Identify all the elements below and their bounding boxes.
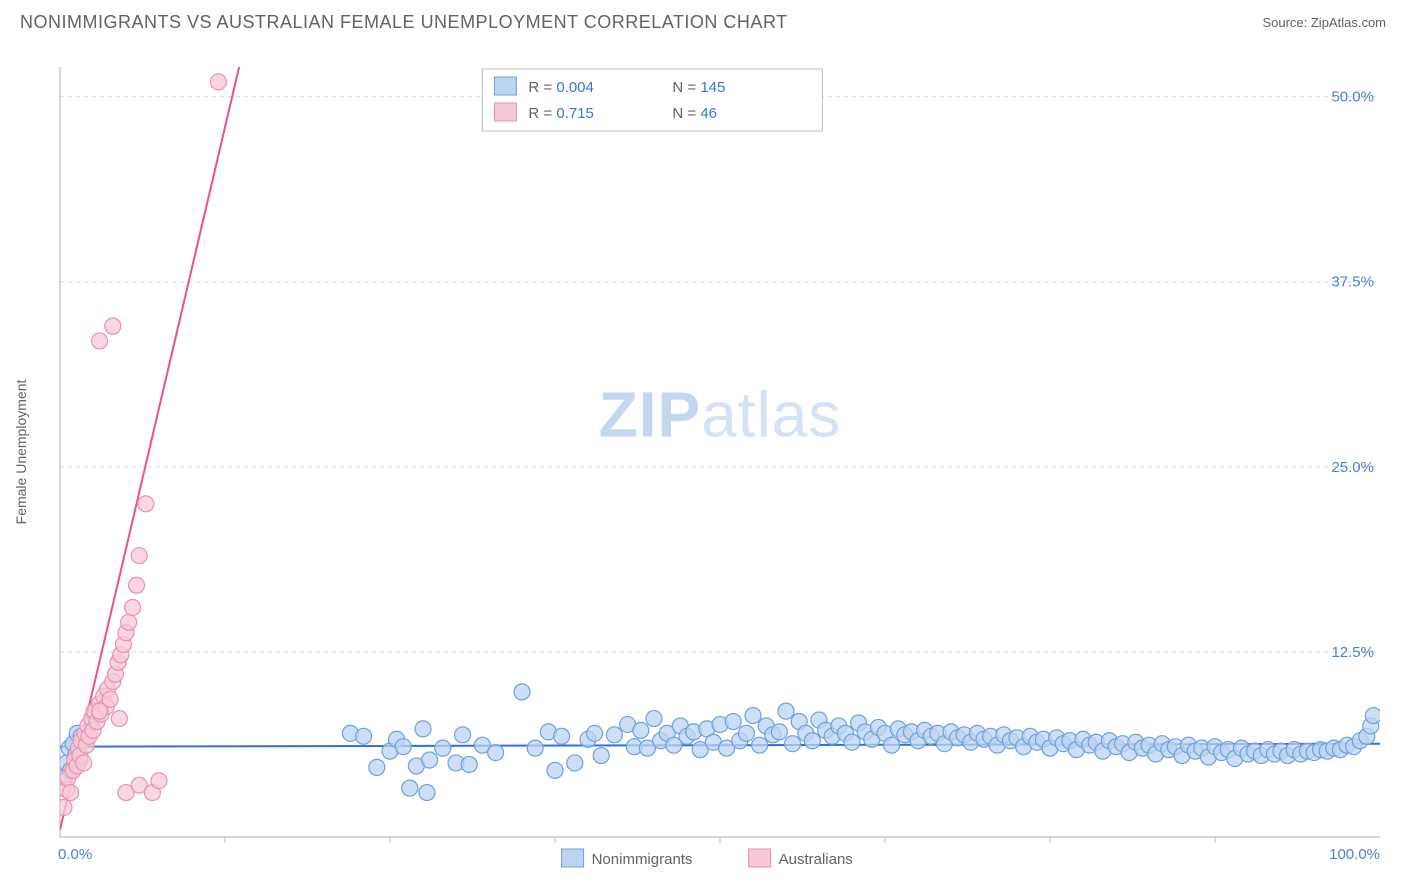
data-point: [92, 333, 108, 349]
data-point: [369, 759, 385, 775]
data-point: [646, 711, 662, 727]
legend-label: Nonimmigrants: [592, 851, 693, 868]
data-point: [125, 599, 141, 615]
data-point: [1365, 708, 1381, 724]
data-point: [76, 755, 92, 771]
data-point: [422, 752, 438, 768]
data-point: [210, 74, 226, 90]
chart-source: Source: ZipAtlas.com: [1262, 15, 1386, 30]
data-point: [138, 496, 154, 512]
data-point: [547, 762, 563, 778]
data-point: [111, 711, 127, 727]
data-point: [567, 755, 583, 771]
data-point: [455, 727, 471, 743]
legend-swatch: [494, 103, 516, 121]
legend-bottom: Nonimmigrants Australians: [562, 849, 853, 868]
legend-swatch: [494, 77, 516, 95]
data-point: [593, 748, 609, 764]
data-point: [804, 733, 820, 749]
data-point: [356, 728, 372, 744]
y-tick-label: 37.5%: [1331, 274, 1374, 291]
data-point: [884, 737, 900, 753]
y-axis-title: Female Unemployment: [13, 380, 29, 525]
chart-title: NONIMMIGRANTS VS AUSTRALIAN FEMALE UNEMP…: [20, 12, 788, 33]
data-point: [606, 727, 622, 743]
data-point: [771, 724, 787, 740]
data-point: [587, 725, 603, 741]
legend-swatch: [562, 849, 584, 867]
data-point: [785, 736, 801, 752]
data-point: [527, 740, 543, 756]
watermark: ZIPatlas: [599, 379, 842, 451]
data-point: [752, 737, 768, 753]
y-tick-label: 25.0%: [1331, 459, 1374, 476]
data-point: [514, 684, 530, 700]
legend-row: R = 0.004: [528, 79, 593, 96]
data-point: [725, 714, 741, 730]
data-point: [105, 318, 121, 334]
data-point: [633, 722, 649, 738]
y-tick-label: 12.5%: [1331, 644, 1374, 661]
data-point: [435, 740, 451, 756]
x-tick-label: 0.0%: [58, 846, 92, 863]
scatter-chart: ZIPatlas 12.5% 25.0% 37.5% 50.0% 0.0% 100.0% Fe…: [0, 37, 1406, 877]
data-point: [151, 773, 167, 789]
legend-row: N = 46: [672, 105, 717, 122]
chart-area: ZIPatlas 12.5% 25.0% 37.5% 50.0% 0.0% 100.0% Fe…: [0, 37, 1406, 877]
data-point: [415, 721, 431, 737]
data-point: [56, 799, 72, 815]
data-point: [738, 725, 754, 741]
data-point: [92, 703, 108, 719]
data-point: [129, 577, 145, 593]
y-tick-label: 50.0%: [1331, 89, 1374, 106]
data-point: [402, 780, 418, 796]
data-point: [488, 745, 504, 761]
legend-row: R = 0.715: [528, 105, 593, 122]
data-point: [131, 548, 147, 564]
data-point: [778, 703, 794, 719]
chart-header: NONIMMIGRANTS VS AUSTRALIAN FEMALE UNEMP…: [0, 0, 1406, 37]
legend-swatch: [749, 849, 771, 867]
data-point: [844, 734, 860, 750]
x-tick-label: 100.0%: [1329, 846, 1380, 863]
data-point: [395, 739, 411, 755]
data-point: [419, 785, 435, 801]
data-point: [63, 785, 79, 801]
data-point: [554, 728, 570, 744]
legend-row: N = 145: [672, 79, 725, 96]
legend-label: Australians: [779, 851, 853, 868]
data-point: [745, 708, 761, 724]
data-point: [461, 756, 477, 772]
data-point: [121, 614, 137, 630]
